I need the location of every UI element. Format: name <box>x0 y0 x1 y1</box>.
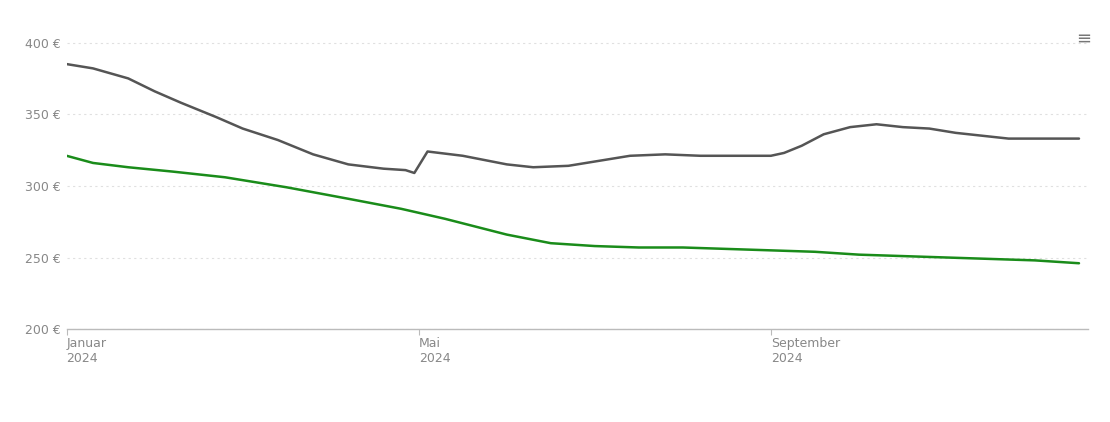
Sackware <box>844 124 857 130</box>
Line: lose Ware: lose Ware <box>67 156 1079 263</box>
Sackware <box>456 153 470 158</box>
lose Ware <box>940 255 953 260</box>
lose Ware <box>720 246 734 252</box>
lose Ware <box>764 248 777 253</box>
lose Ware <box>394 206 407 211</box>
lose Ware <box>1028 258 1041 263</box>
lose Ware <box>1072 261 1086 266</box>
lose Ware <box>219 175 232 180</box>
Sackware <box>421 149 434 154</box>
lose Ware <box>544 241 557 246</box>
Sackware <box>407 170 421 176</box>
Sackware <box>694 153 707 158</box>
lose Ware <box>985 257 998 262</box>
lose Ware <box>808 249 821 254</box>
lose Ware <box>676 245 689 250</box>
Sackware <box>795 143 808 148</box>
lose Ware <box>896 254 909 259</box>
Sackware <box>60 62 73 67</box>
lose Ware <box>501 232 514 237</box>
lose Ware <box>122 165 135 170</box>
lose Ware <box>588 243 602 249</box>
Sackware <box>624 153 637 158</box>
lose Ware <box>342 196 355 201</box>
Sackware <box>896 124 909 130</box>
Sackware <box>777 150 790 155</box>
Sackware <box>271 138 284 143</box>
Sackware <box>870 122 884 127</box>
Sackware <box>949 130 962 135</box>
Sackware <box>236 126 250 131</box>
Sackware <box>922 126 936 131</box>
Sackware <box>306 152 320 157</box>
Sackware <box>562 163 575 168</box>
lose Ware <box>438 216 452 222</box>
Sackware <box>1028 136 1041 141</box>
lose Ware <box>852 252 866 257</box>
lose Ware <box>280 185 293 190</box>
Sackware <box>87 66 100 71</box>
lose Ware <box>633 245 646 250</box>
Sackware <box>588 159 602 164</box>
Sackware <box>174 100 188 106</box>
lose Ware <box>60 153 73 158</box>
Sackware <box>148 89 161 94</box>
Sackware <box>398 168 412 173</box>
Sackware <box>501 162 514 167</box>
Sackware <box>377 166 391 171</box>
Sackware <box>658 152 672 157</box>
Sackware <box>976 133 989 138</box>
Sackware <box>342 162 355 167</box>
Line: Sackware: Sackware <box>67 64 1079 173</box>
Sackware <box>1072 136 1086 141</box>
Text: ≡: ≡ <box>1076 30 1091 48</box>
Sackware <box>526 165 539 170</box>
Sackware <box>747 153 760 158</box>
lose Ware <box>165 169 179 174</box>
Sackware <box>720 153 734 158</box>
Sackware <box>1002 136 1016 141</box>
Sackware <box>817 132 830 137</box>
Sackware <box>210 114 223 119</box>
Sackware <box>122 76 135 81</box>
Sackware <box>764 153 777 158</box>
lose Ware <box>87 160 100 165</box>
